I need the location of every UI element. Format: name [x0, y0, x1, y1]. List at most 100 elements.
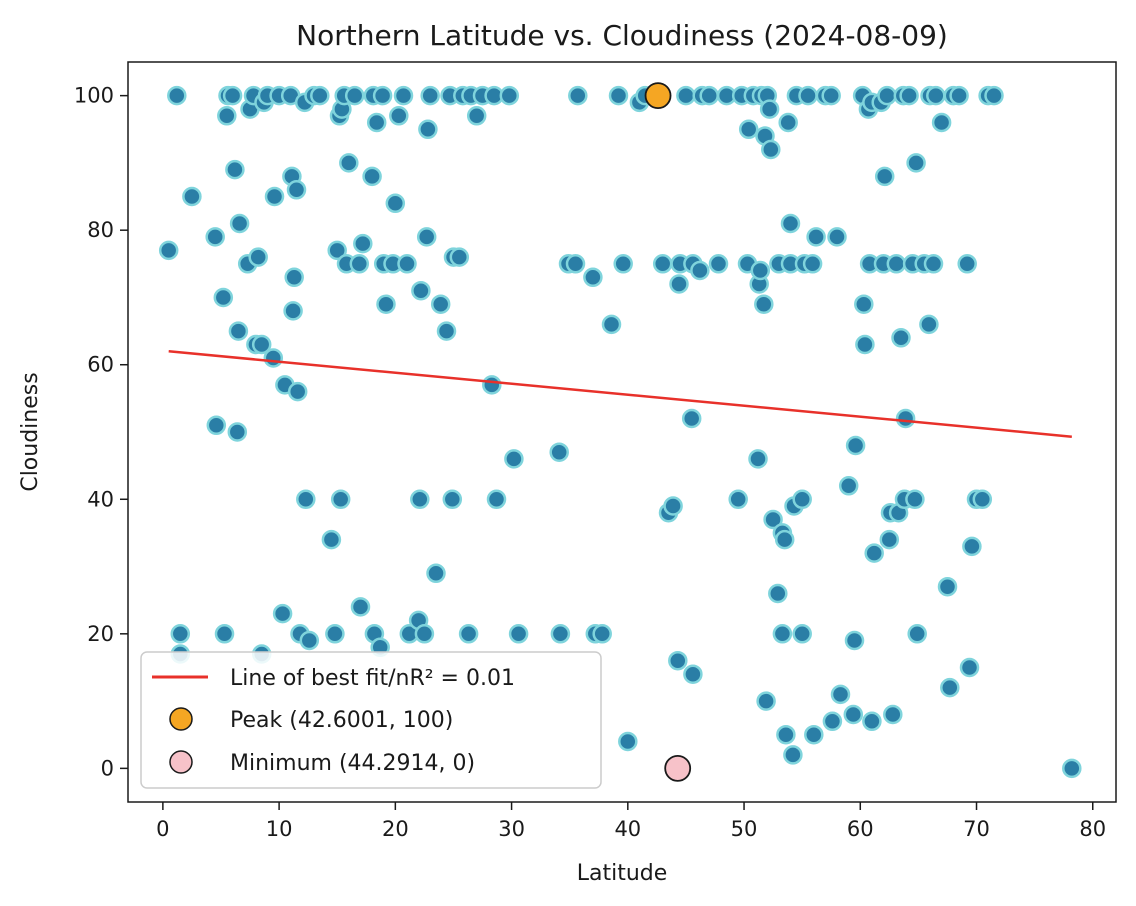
scatter-point	[792, 489, 812, 510]
scatter-point	[761, 139, 781, 160]
scatter-point	[349, 254, 370, 274]
scatter-point	[843, 704, 864, 725]
scatter-point	[959, 657, 980, 678]
scatter-point	[759, 99, 780, 119]
scatter-point	[339, 153, 359, 173]
scatter-point	[284, 267, 304, 288]
scatter-point	[327, 240, 347, 261]
scatter-point	[748, 449, 768, 469]
legend-frame	[140, 651, 602, 789]
y-tick-label: 0	[101, 756, 114, 780]
scatter-point	[376, 294, 396, 314]
scatter-point	[669, 274, 689, 294]
scatter-point	[854, 294, 874, 314]
scatter-point	[167, 85, 187, 106]
scatter-point	[206, 415, 227, 436]
scatter-point	[827, 227, 847, 247]
fit-line-layer	[168, 350, 1072, 438]
scatter-point	[205, 227, 225, 247]
scatter-point	[296, 489, 316, 510]
scatter-point	[931, 112, 952, 133]
scatter-point	[227, 422, 248, 442]
scatter-point	[783, 745, 803, 765]
y-tick-label: 40	[87, 487, 114, 511]
highlight-markers-layer	[644, 82, 692, 782]
y-tick-label: 60	[87, 353, 114, 377]
scatter-point	[458, 624, 479, 644]
scatter-point	[420, 85, 440, 106]
x-tick-label: 50	[731, 817, 758, 841]
scatter-point	[862, 711, 882, 732]
x-tick-label: 70	[963, 817, 990, 841]
minimum-marker	[664, 754, 692, 782]
scatter-point	[668, 650, 688, 671]
scatter-point	[838, 476, 859, 496]
scatter-point	[499, 85, 520, 106]
scatter-point	[287, 381, 308, 402]
scatter-point	[962, 536, 982, 557]
scatter-point	[618, 731, 638, 752]
plot-area-frame	[127, 61, 1117, 803]
scatter-point	[763, 509, 783, 530]
scatter-point	[299, 630, 320, 651]
scatter-point	[681, 408, 702, 429]
scatter-point	[855, 334, 875, 355]
x-tick-label: 60	[847, 817, 874, 841]
scatter-point	[821, 85, 841, 106]
scatter-point	[772, 624, 793, 644]
scatter-point	[699, 85, 719, 106]
scatter-point	[286, 180, 307, 200]
scatter-point	[877, 85, 897, 106]
scatter-point	[389, 106, 409, 126]
scatter-point	[957, 254, 977, 274]
scatter-point	[906, 153, 926, 173]
x-tick-label: 10	[266, 817, 293, 841]
scatter-point	[264, 186, 285, 207]
scatter-point	[248, 247, 268, 267]
scatter-point	[984, 85, 1004, 106]
scatter-point	[430, 294, 451, 314]
scatter-point	[728, 489, 748, 510]
x-tick-label: 80	[1079, 817, 1106, 841]
y-tick-label: 20	[87, 622, 114, 646]
scatter-point	[158, 240, 179, 261]
scatter-point	[436, 321, 457, 341]
scatter-point	[780, 213, 801, 234]
y-tick-label: 100	[74, 84, 114, 108]
scatter-point	[251, 334, 272, 355]
scatter-point	[486, 489, 507, 510]
peak-marker	[644, 82, 672, 110]
scatter-point	[229, 213, 250, 234]
legend-minimum-label: Minimum (44.2914, 0)	[230, 751, 475, 776]
legend-minimum-swatch	[169, 750, 193, 774]
scatter-point	[663, 496, 683, 516]
scatter-point	[798, 85, 818, 106]
scatter-point	[568, 85, 588, 106]
scatter-point	[397, 254, 417, 274]
legend-fit-line-label: Line of best fit/nR² = 0.01	[230, 666, 515, 691]
scatter-point	[182, 186, 202, 207]
scatter-point	[754, 294, 774, 314]
scatter-point	[804, 724, 824, 745]
scatter-point	[426, 563, 446, 584]
scatter-point	[886, 254, 907, 274]
legend: Line of best fit/nR² = 0.01 Peak (42.600…	[140, 651, 602, 789]
points-layer	[158, 85, 1082, 779]
scatter-point	[550, 624, 571, 644]
scatter-point	[393, 85, 414, 106]
scatter-point	[750, 260, 771, 281]
scatter-point	[272, 603, 293, 624]
scatter-point	[844, 630, 865, 651]
scatter-point	[410, 489, 430, 510]
scatter-point	[919, 314, 939, 335]
scatter-point	[874, 166, 895, 187]
scatter-point	[583, 267, 603, 288]
scatter-point	[845, 435, 866, 456]
scatter-point	[601, 314, 622, 335]
scatter-point	[676, 85, 696, 106]
scatter-point	[504, 449, 524, 469]
x-axis-ticks: 0 10 20 30 40 50 60 70 80	[156, 802, 1106, 841]
scatter-point	[416, 227, 437, 247]
scatter-point	[652, 254, 673, 274]
scatter-point	[949, 85, 969, 106]
